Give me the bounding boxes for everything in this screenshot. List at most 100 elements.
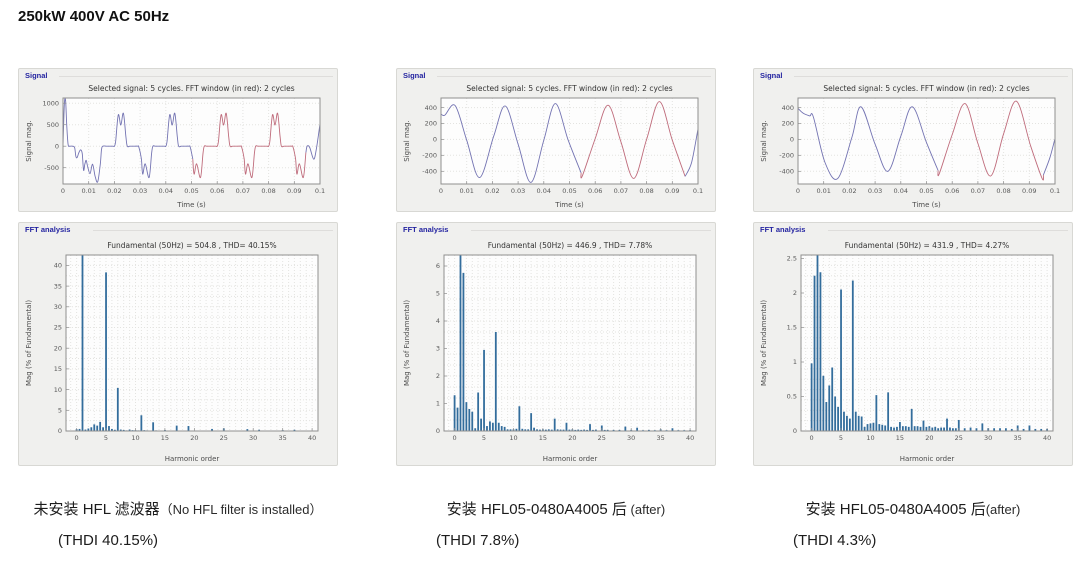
caption-thdi-1: (THDI 40.15%) [58,532,159,549]
svg-text:0.07: 0.07 [236,187,250,195]
fft-window-3: FFT analysis 0 5 10 15 20 25 30 35 40 0 0.5 1 1.5 2 2.… [753,222,1073,466]
svg-text:25: 25 [598,434,606,442]
svg-text:400: 400 [782,104,794,112]
svg-text:10: 10 [509,434,517,442]
svg-text:Harmonic order: Harmonic order [165,455,220,463]
svg-text:6: 6 [436,262,440,270]
groupbox-rule [93,230,333,231]
svg-text:0.03: 0.03 [133,187,147,195]
svg-text:Time (s): Time (s) [911,201,941,209]
svg-text:Selected signal: 5 cycles. FFT: Selected signal: 5 cycles. FFT window (i… [823,84,1029,93]
groupbox-rule [59,76,333,77]
svg-text:-200: -200 [779,152,794,160]
svg-text:0.04: 0.04 [159,187,173,195]
svg-text:0: 0 [453,434,457,442]
svg-text:0.07: 0.07 [971,187,985,195]
svg-text:0.04: 0.04 [894,187,908,195]
svg-text:0.05: 0.05 [919,187,933,195]
svg-text:5: 5 [436,290,440,298]
svg-text:0: 0 [810,434,814,442]
svg-text:0.05: 0.05 [562,187,576,195]
svg-text:0.07: 0.07 [614,187,628,195]
svg-text:0.08: 0.08 [261,187,275,195]
svg-text:10: 10 [131,434,139,442]
caption-paren: (after) [626,502,666,517]
caption-2: 安装 HFL05-0480A4005 后 (after) (THDI 7.8%) [396,498,716,549]
svg-text:0.02: 0.02 [485,187,499,195]
svg-text:30: 30 [627,434,635,442]
svg-text:Fundamental (50Hz) = 446.9 , T: Fundamental (50Hz) = 446.9 , THD= 7.78% [488,241,653,250]
signal-window-label: Signal [760,71,783,80]
fft-chart-1: 0 5 10 15 20 25 30 35 40 0 5 10 15 20 25 30 35 40 Fundamen… [25,241,319,463]
svg-text:0: 0 [58,427,62,435]
svg-text:0: 0 [796,187,800,195]
svg-text:25: 25 [220,434,228,442]
signal-trace-red [192,112,307,178]
svg-text:35: 35 [54,282,62,290]
signal-trace-blue [305,123,321,160]
signal-window-1: Signal 0 0.01 0.02 0.03 0.04 0.05 0.06 0.07 0.08… [18,68,338,212]
svg-text:Time (s): Time (s) [554,201,584,209]
svg-text:1.5: 1.5 [787,324,797,332]
signal-trace-red [580,101,686,179]
signal-trace-red [937,100,1044,181]
svg-text:35: 35 [1014,434,1022,442]
svg-text:40: 40 [1043,434,1051,442]
svg-text:-500: -500 [44,164,59,172]
groupbox-rule [828,230,1068,231]
fft-window-label: FFT analysis [403,225,449,234]
svg-text:5: 5 [58,407,62,415]
svg-text:0: 0 [433,136,437,144]
svg-text:0.01: 0.01 [816,187,830,195]
groupbox-rule [794,76,1068,77]
svg-text:1: 1 [436,400,440,408]
svg-text:15: 15 [161,434,169,442]
svg-text:20: 20 [925,434,933,442]
svg-text:0: 0 [75,434,79,442]
svg-text:35: 35 [279,434,287,442]
svg-text:20: 20 [54,344,62,352]
signal-chart-1: 0 0.01 0.02 0.03 0.04 0.05 0.06 0.07 0.08 0.09 0.1… [25,84,325,209]
page-title: 250kW 400V AC 50Hz [18,8,170,25]
svg-text:25: 25 [54,324,62,332]
svg-text:-400: -400 [779,168,794,176]
svg-text:2: 2 [793,289,797,297]
svg-text:5: 5 [839,434,843,442]
svg-text:20: 20 [568,434,576,442]
svg-text:Fundamental (50Hz) = 431.9 , T: Fundamental (50Hz) = 431.9 , THD= 4.27% [845,241,1010,250]
svg-text:0.06: 0.06 [210,187,224,195]
signal-trace-blue [62,97,194,183]
svg-text:0.05: 0.05 [184,187,198,195]
svg-text:0.1: 0.1 [1050,187,1060,195]
fft-chart-3: 0 5 10 15 20 25 30 35 40 0 0.5 1 1.5 2 2.5 Fundamental … [760,241,1054,463]
svg-text:0.09: 0.09 [1022,187,1036,195]
svg-text:30: 30 [54,303,62,311]
svg-text:2.5: 2.5 [787,255,797,263]
svg-text:0.1: 0.1 [693,187,703,195]
svg-text:40: 40 [54,262,62,270]
svg-text:Fundamental (50Hz) = 504.8 , T: Fundamental (50Hz) = 504.8 , THD= 40.15% [107,241,276,250]
svg-text:1: 1 [793,358,797,366]
svg-text:Selected signal: 5 cycles. FFT: Selected signal: 5 cycles. FFT window (i… [88,84,294,93]
svg-text:Harmonic order: Harmonic order [900,455,955,463]
svg-text:40: 40 [686,434,694,442]
svg-text:500: 500 [47,121,59,129]
caption-main: 安装 HFL05-0480A4005 后 [805,501,986,518]
signal-trace-blue [1042,138,1056,176]
signal-trace-blue [797,106,939,180]
svg-text:-200: -200 [422,152,437,160]
signal-window-2: Signal 0 0.01 0.02 0.03 0.04 0.05 0.06 0.07 0.08… [396,68,716,212]
svg-text:20: 20 [190,434,198,442]
svg-text:400: 400 [425,104,437,112]
svg-text:40: 40 [308,434,316,442]
svg-text:Mag (% of Fundamental): Mag (% of Fundamental) [25,300,33,386]
caption-main: 未安装 HFL 滤波器 [33,501,160,518]
fft-window-1: FFT analysis 0 5 10 15 20 25 30 35 40 0 5 10 15 20 25 3… [18,222,338,466]
caption-1: 未安装 HFL 滤波器（No HFL filter is installed） … [18,498,338,549]
fft-window-label: FFT analysis [25,225,71,234]
svg-text:5: 5 [482,434,486,442]
svg-text:0.06: 0.06 [588,187,602,195]
svg-text:Mag (% of Fundamental): Mag (% of Fundamental) [403,300,411,386]
svg-text:0: 0 [436,427,440,435]
svg-text:Selected signal: 5 cycles. FFT: Selected signal: 5 cycles. FFT window (i… [466,84,672,93]
